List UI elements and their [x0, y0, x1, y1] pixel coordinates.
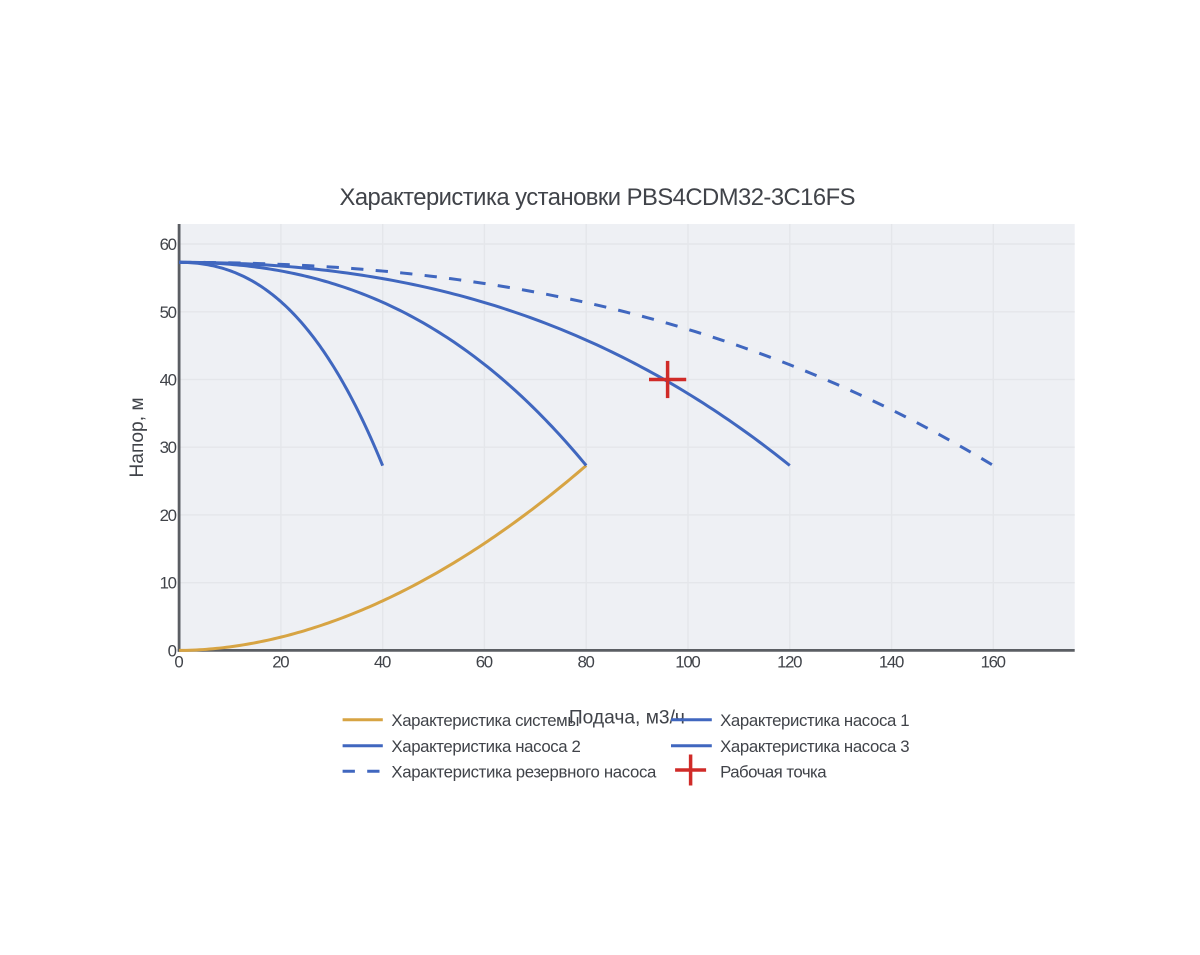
svg-text:80: 80 [578, 653, 595, 672]
svg-text:120: 120 [777, 653, 802, 672]
svg-text:100: 100 [675, 653, 700, 672]
svg-text:Характеристика системы: Характеристика системы [391, 711, 579, 730]
svg-text:20: 20 [160, 506, 177, 525]
svg-text:Подача, м3/ч: Подача, м3/ч [569, 707, 685, 728]
svg-text:Характеристика насоса 3: Характеристика насоса 3 [720, 737, 910, 756]
svg-text:Характеристика насоса 2: Характеристика насоса 2 [391, 737, 581, 756]
svg-text:30: 30 [160, 438, 177, 457]
svg-text:Характеристика насоса 1: Характеристика насоса 1 [720, 711, 910, 730]
svg-text:Напор, м: Напор, м [127, 397, 148, 477]
svg-text:60: 60 [476, 653, 493, 672]
svg-text:160: 160 [981, 653, 1006, 672]
svg-text:0: 0 [168, 641, 177, 660]
svg-text:50: 50 [160, 303, 177, 322]
svg-text:Рабочая точка: Рабочая точка [720, 763, 827, 782]
svg-text:40: 40 [374, 653, 391, 672]
svg-text:60: 60 [160, 235, 177, 254]
svg-text:140: 140 [879, 653, 904, 672]
svg-text:10: 10 [160, 574, 177, 593]
svg-text:20: 20 [272, 653, 289, 672]
svg-text:0: 0 [174, 653, 183, 672]
svg-text:40: 40 [160, 371, 177, 390]
svg-text:Характеристика резервного насо: Характеристика резервного насоса [391, 763, 657, 782]
svg-text:Характеристика установки PBS4C: Характеристика установки PBS4CDM32-3C16F… [340, 184, 856, 211]
